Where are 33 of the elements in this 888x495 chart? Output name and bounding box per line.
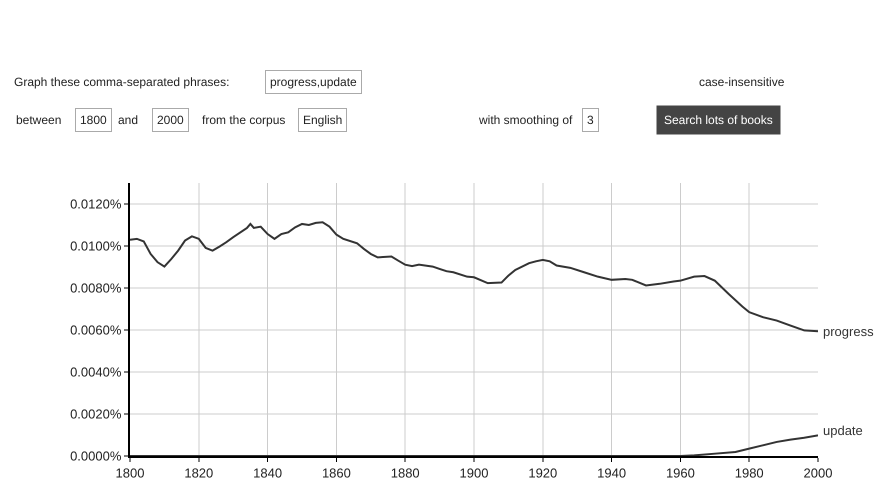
x-tick-label: 1880 — [390, 466, 420, 481]
y-tick-label: 0.0000% — [70, 448, 122, 464]
line-series — [130, 221, 818, 332]
x-tick-label: 1820 — [184, 466, 214, 481]
x-tick-label: 1960 — [666, 466, 695, 481]
y-tick-label: 0.0080% — [70, 280, 122, 296]
x-tick-label: 1840 — [253, 466, 282, 481]
x-tick-label: 1900 — [460, 466, 488, 481]
y-tick-label: 0.0040% — [70, 364, 122, 380]
text: 1800 — [80, 113, 108, 127]
text: 2000 — [157, 113, 184, 127]
text: Graph these comma-separated phrases: — [14, 75, 230, 89]
text: Search lots of books — [664, 113, 773, 127]
x-tick-label: 1940 — [597, 466, 626, 481]
text: case-insensitive — [699, 75, 785, 89]
text: 3 — [587, 113, 594, 127]
y-tick-label: 0.0020% — [70, 406, 122, 422]
series-label: progress — [823, 324, 874, 339]
y-tick-label: 0.0060% — [70, 322, 122, 338]
text: progress,update — [270, 75, 358, 89]
text: and — [118, 113, 138, 127]
series-label: update — [823, 423, 863, 438]
x-tick-label: 1800 — [116, 466, 144, 481]
text: between — [16, 113, 62, 127]
x-tick-label: 2000 — [804, 466, 832, 481]
x-tick-label: 1980 — [734, 466, 764, 481]
text: with smoothing of — [478, 113, 574, 127]
text: from the corpus — [202, 113, 286, 127]
y-tick-label: 0.0100% — [70, 238, 122, 254]
x-tick-label: 1860 — [322, 466, 351, 481]
text: English — [303, 113, 342, 127]
x-tick-label: 1920 — [528, 466, 558, 481]
y-tick-label: 0.0120% — [70, 196, 122, 212]
